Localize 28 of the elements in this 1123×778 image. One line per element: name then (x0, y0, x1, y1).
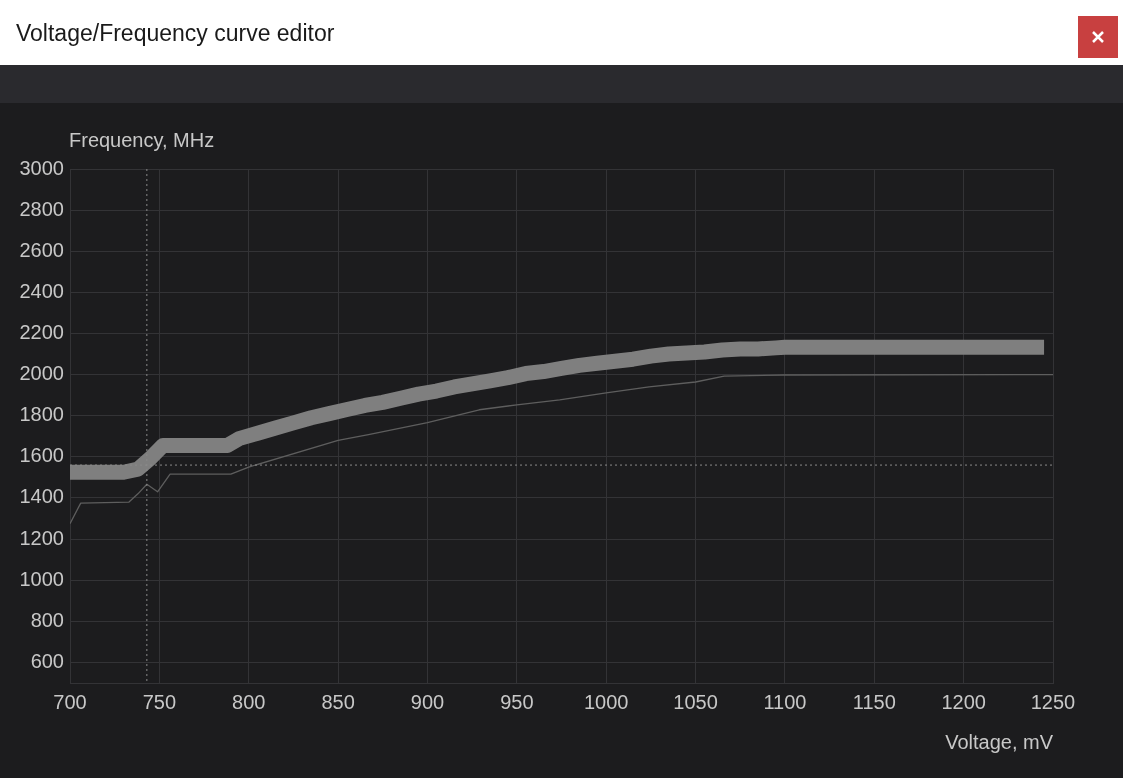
y-tick-label: 1400 (19, 485, 64, 508)
y-tick-label: 3000 (19, 156, 64, 179)
x-tick-label: 1150 (852, 690, 896, 713)
y-tick-label: 2800 (19, 197, 64, 220)
y-tick-label: 1000 (19, 567, 64, 590)
y-tick-label: 600 (30, 649, 64, 672)
y-tick-label: 1600 (19, 444, 64, 467)
y-tick-label: 2400 (19, 279, 64, 302)
y-tick-label: 2200 (19, 321, 64, 343)
y-tick-label: 1200 (19, 526, 64, 549)
x-tick-label: 800 (232, 690, 266, 713)
x-axis-title: Voltage, mV (945, 731, 1053, 754)
y-tick-label: 2600 (19, 238, 64, 261)
x-tick-label: 1000 (583, 690, 629, 713)
y-tick-label: 2000 (19, 362, 64, 385)
y-tick-label: 800 (30, 608, 64, 631)
x-tick-label: 850 (321, 690, 355, 713)
y-axis-title: Frequency, MHz (69, 129, 215, 152)
x-tick-label: 900 (410, 690, 445, 713)
x-tick-label: 1100 (763, 690, 807, 713)
chart-title: Voltage/Frequency curve editor (16, 20, 335, 47)
y-tick-label: 1800 (19, 403, 64, 426)
x-tick-label: 1200 (941, 690, 986, 713)
x-tick-label: 1250 (1030, 690, 1076, 713)
x-tick-label: 750 (142, 690, 177, 713)
x-tick-label: 950 (500, 690, 534, 713)
x-tick-label: 700 (53, 690, 87, 713)
x-tick-label: 1050 (673, 690, 718, 713)
